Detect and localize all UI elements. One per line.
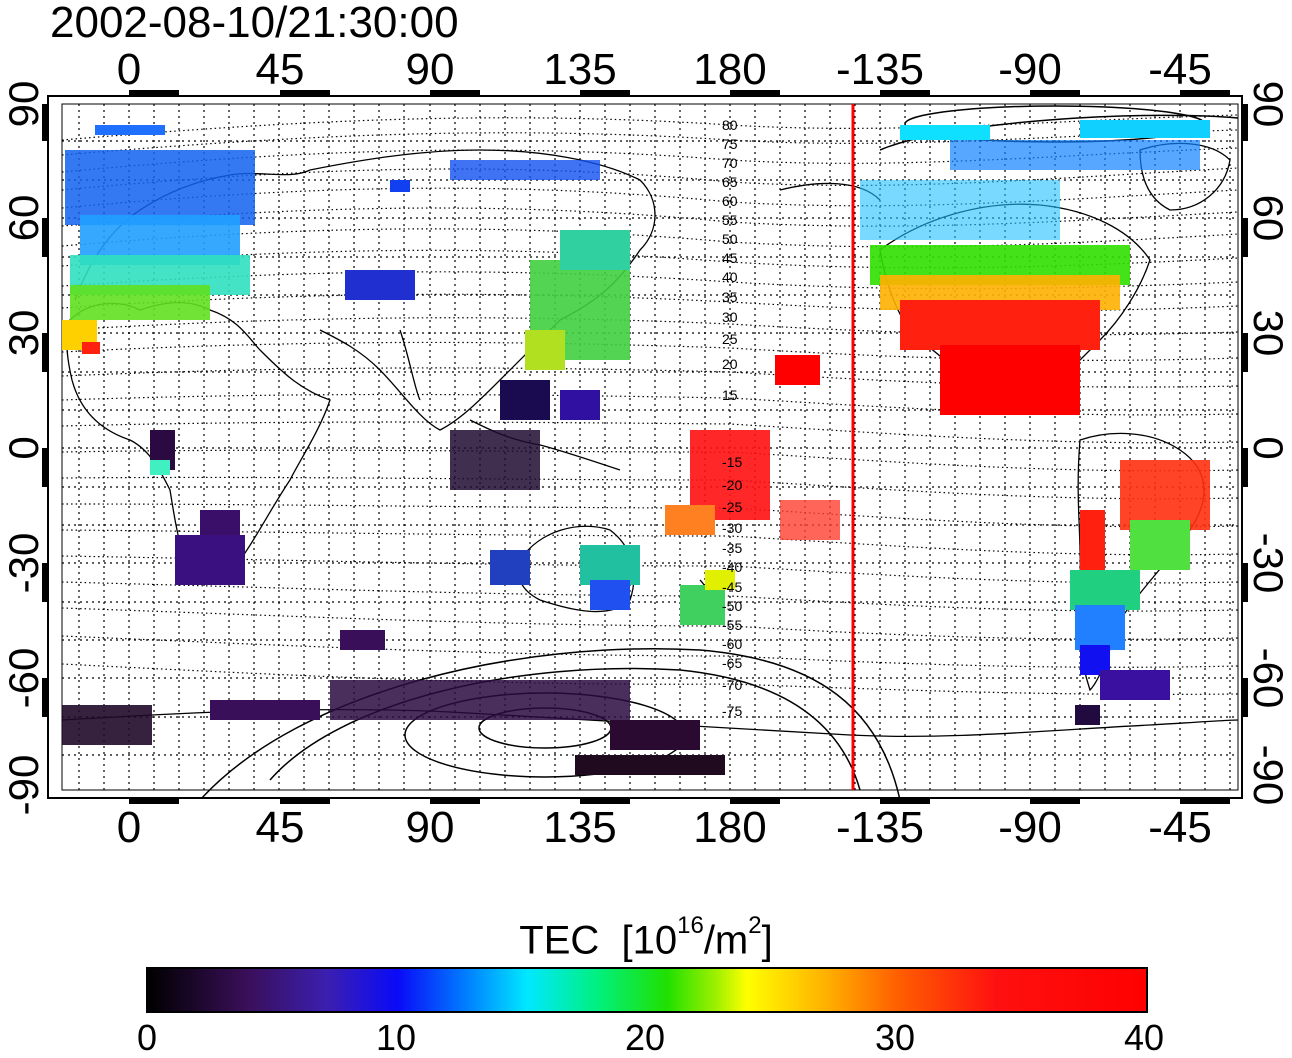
top-lon-label: 0 bbox=[116, 45, 142, 94]
right-lat-label: 0 bbox=[1245, 436, 1292, 459]
bottom-lon-label: 45 bbox=[255, 803, 305, 852]
left-lat-label: -90 bbox=[0, 755, 47, 816]
contour-label: -60 bbox=[722, 636, 742, 652]
top-lon-label: 135 bbox=[543, 45, 617, 94]
colorbar-tick-label: 0 bbox=[136, 1017, 158, 1058]
colorbar-title: TEC [1016/m2] bbox=[0, 910, 1292, 962]
right-lat-label: 30 bbox=[1245, 310, 1292, 357]
contour-label: -75 bbox=[722, 703, 742, 719]
top-lon-label: 90 bbox=[405, 45, 455, 94]
contour-label: 50 bbox=[722, 231, 738, 247]
contour-label: -15 bbox=[722, 454, 742, 470]
contour-label: 45 bbox=[722, 250, 738, 266]
contour-label: 70 bbox=[722, 155, 738, 171]
left-lat-label: -30 bbox=[0, 533, 47, 594]
left-lat-label: -60 bbox=[0, 648, 47, 709]
contour-label: -50 bbox=[722, 598, 742, 614]
map-inner-frame bbox=[61, 103, 1239, 791]
contour-label: -55 bbox=[722, 617, 742, 633]
right-lat-label: 60 bbox=[1245, 195, 1292, 242]
right-lat-label: -60 bbox=[1245, 648, 1292, 709]
right-lat-label: -90 bbox=[1245, 745, 1292, 806]
colorbar-tick-label: 20 bbox=[624, 1017, 666, 1058]
top-lon-label: -135 bbox=[835, 45, 925, 94]
colorbar-unit-exp: 16 bbox=[677, 912, 704, 939]
colorbar-unit-end: ] bbox=[761, 918, 773, 963]
top-lon-label: -45 bbox=[1148, 45, 1212, 94]
contour-label: 65 bbox=[722, 174, 738, 190]
left-lat-label: 60 bbox=[0, 195, 47, 242]
tec-data-patches bbox=[62, 120, 1210, 775]
colorbar-tick-label: 10 bbox=[375, 1017, 417, 1058]
bottom-lon-label: -45 bbox=[1148, 803, 1212, 852]
contour-label: 35 bbox=[722, 289, 738, 305]
contour-label: 30 bbox=[722, 309, 738, 325]
bottom-lon-label: 0 bbox=[116, 803, 142, 852]
contour-label: 55 bbox=[722, 212, 738, 228]
contour-label: 40 bbox=[722, 269, 738, 285]
contour-label: -70 bbox=[722, 677, 742, 693]
top-lon-label: -90 bbox=[998, 45, 1062, 94]
bottom-lon-label: 90 bbox=[405, 803, 455, 852]
bottom-lon-label: -90 bbox=[998, 803, 1062, 852]
contour-label: 60 bbox=[722, 193, 738, 209]
contour-label: -25 bbox=[722, 499, 742, 515]
left-lat-label: 90 bbox=[0, 81, 47, 128]
left-lat-label: 0 bbox=[0, 436, 47, 459]
top-lon-label: 45 bbox=[255, 45, 305, 94]
map-title-timestamp: 2002-08-10/21:30:00 bbox=[50, 0, 459, 47]
contour-label: 75 bbox=[722, 136, 738, 152]
contour-label: 20 bbox=[722, 356, 738, 372]
bottom-lon-label: -135 bbox=[835, 803, 925, 852]
colorbar-tick-label: 40 bbox=[1123, 1017, 1165, 1058]
contour-label: -45 bbox=[722, 579, 742, 595]
contour-labels: 80 75 70 65 60 55 50 45 40 35 30 25 20 1… bbox=[722, 117, 742, 719]
colorbar-unit-mid: /m bbox=[703, 918, 749, 963]
contour-label: 80 bbox=[722, 117, 738, 133]
contour-label: 25 bbox=[722, 331, 738, 347]
colorbar-unit-base: [10 bbox=[621, 918, 678, 963]
axis-ticks bbox=[42, 90, 1248, 804]
right-lat-label: 90 bbox=[1245, 81, 1292, 128]
contour-label: -40 bbox=[722, 559, 742, 575]
colorbar bbox=[146, 967, 1148, 1013]
bottom-lon-label: 135 bbox=[543, 803, 617, 852]
top-lon-label: 180 bbox=[693, 45, 767, 94]
right-lat-labels: 90 60 30 0 -30 -60 -90 bbox=[1245, 81, 1292, 806]
bottom-lon-label: 180 bbox=[693, 803, 767, 852]
contour-label: -30 bbox=[722, 520, 742, 536]
left-lat-label: 30 bbox=[0, 310, 47, 357]
contour-label: -35 bbox=[722, 540, 742, 556]
contour-label: -65 bbox=[722, 655, 742, 671]
right-lat-label: -30 bbox=[1245, 533, 1292, 594]
contour-label: -20 bbox=[722, 477, 742, 493]
left-lat-labels: 90 60 30 0 -30 -60 -90 bbox=[0, 81, 47, 816]
colorbar-quantity: TEC bbox=[519, 918, 600, 963]
colorbar-unit-exp2: 2 bbox=[748, 912, 762, 939]
colorbar-tick-label: 30 bbox=[874, 1017, 916, 1058]
contour-label: 15 bbox=[722, 387, 738, 403]
